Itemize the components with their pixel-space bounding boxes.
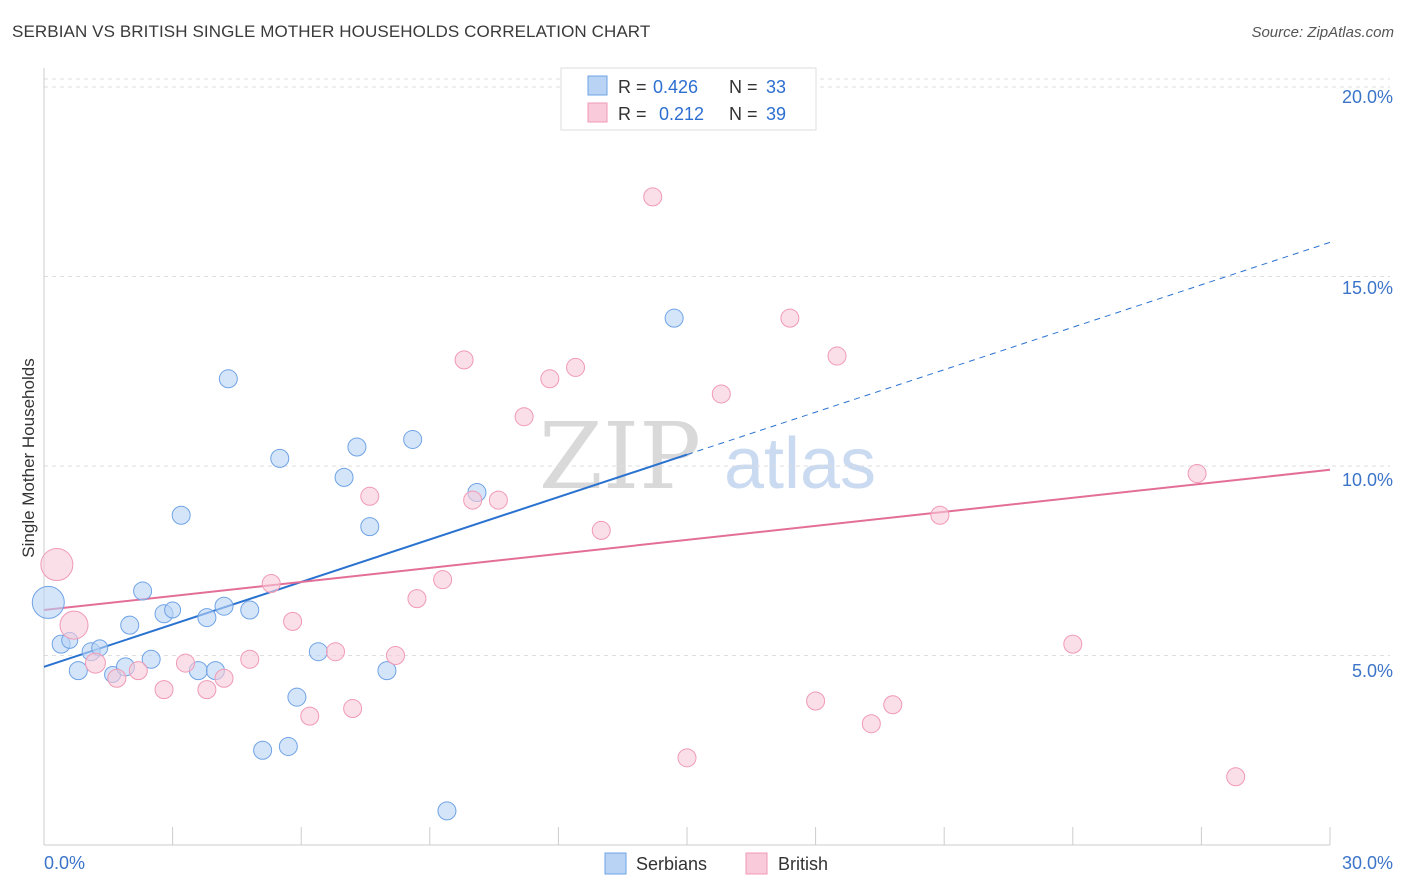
y-tick-label-20: 20.0% (1342, 87, 1393, 107)
point-serbians (253, 740, 273, 760)
point-serbians (270, 448, 290, 468)
bottom-legend-swatch-serbians (604, 852, 627, 875)
point-british (1226, 767, 1246, 787)
trend-line-british (43, 468, 1331, 611)
watermark-atlas: atlas (724, 424, 876, 504)
point-british (806, 691, 826, 711)
point-serbians (218, 369, 238, 389)
point-british (591, 520, 611, 540)
point-british (128, 661, 148, 681)
legend-british-n-label: N = (729, 104, 758, 124)
point-british (566, 357, 586, 377)
chart-source: Source: ZipAtlas.com (1251, 24, 1394, 41)
y-tick-label-10: 10.0% (1342, 470, 1393, 490)
point-british (300, 706, 320, 726)
point-serbians (120, 615, 140, 635)
point-serbians (133, 581, 153, 601)
point-serbians (347, 437, 367, 457)
point-british (540, 369, 560, 389)
point-british (1063, 634, 1083, 654)
point-serbians (68, 661, 88, 681)
trend-lines (43, 241, 1331, 668)
point-british (107, 668, 127, 688)
point-british (175, 653, 195, 673)
point-serbians (31, 585, 65, 619)
point-serbians (377, 661, 397, 681)
bottom-legend-label-serbians: Serbians (636, 854, 707, 874)
point-british (1187, 464, 1207, 484)
point-british (84, 652, 106, 674)
legend-british-n-value: 39 (766, 104, 786, 124)
point-british (463, 490, 483, 510)
point-serbians (164, 601, 182, 619)
x-tick-label-max: 30.0% (1342, 853, 1393, 873)
point-serbians (664, 308, 684, 328)
point-serbians (287, 687, 307, 707)
legend-box: R = 0.426 N = 33 R = 0.212 N = 39 (560, 67, 817, 131)
point-serbians (437, 801, 457, 821)
point-british (861, 714, 881, 734)
y-axis-label: Single Mother Households (19, 358, 38, 557)
point-serbians (403, 429, 423, 449)
point-british (488, 490, 508, 510)
point-serbians (278, 736, 298, 756)
point-british (261, 573, 281, 593)
trend-line-serbians-extension (686, 241, 1331, 456)
gridlines (44, 78, 1390, 656)
point-british (325, 642, 345, 662)
legend-swatch-british (587, 102, 608, 123)
point-serbians (141, 649, 161, 669)
trend-line-serbians (43, 453, 688, 668)
point-british (407, 589, 427, 609)
legend-serbians-r-value: 0.426 (653, 77, 698, 97)
point-british (240, 649, 260, 669)
point-serbians (240, 600, 260, 620)
point-british (360, 486, 380, 506)
point-british (214, 668, 234, 688)
point-british (283, 611, 303, 631)
y-tick-label-5: 5.0% (1352, 661, 1393, 681)
point-british (454, 350, 474, 370)
bottom-legend-label-british: British (778, 854, 828, 874)
data-points (31, 187, 1246, 821)
axes (43, 68, 1331, 846)
point-british (883, 695, 903, 715)
point-british (780, 308, 800, 328)
bottom-legend-swatch-british (745, 852, 768, 875)
x-tick-label-min: 0.0% (44, 853, 85, 873)
point-british (677, 748, 697, 768)
point-british (40, 548, 74, 582)
point-serbians (197, 608, 217, 628)
point-british (930, 505, 950, 525)
bottom-legend: Serbians British (604, 852, 828, 875)
point-british (711, 384, 731, 404)
point-serbians (360, 517, 380, 537)
point-british (643, 187, 663, 207)
legend-serbians-r-label: R = (618, 77, 647, 97)
point-serbians (214, 596, 234, 616)
point-british (827, 346, 847, 366)
legend-british-r-value: 0.212 (659, 104, 704, 124)
legend-british-r-label: R = (618, 104, 647, 124)
legend-serbians-n-label: N = (729, 77, 758, 97)
chart-title: SERBIAN VS BRITISH SINGLE MOTHER HOUSEHO… (12, 22, 651, 41)
legend-serbians-n-value: 33 (766, 77, 786, 97)
y-tick-label-15: 15.0% (1342, 278, 1393, 298)
point-british (197, 680, 217, 700)
point-british (386, 645, 406, 665)
point-british (154, 680, 174, 700)
watermark-zip: ZIP (539, 403, 701, 510)
point-serbians (308, 642, 328, 662)
point-british (343, 699, 363, 719)
point-british (59, 610, 89, 640)
point-british (433, 570, 453, 590)
legend-swatch-serbians (587, 75, 608, 96)
point-british (514, 407, 534, 427)
point-serbians (171, 505, 191, 525)
point-serbians (334, 467, 354, 487)
